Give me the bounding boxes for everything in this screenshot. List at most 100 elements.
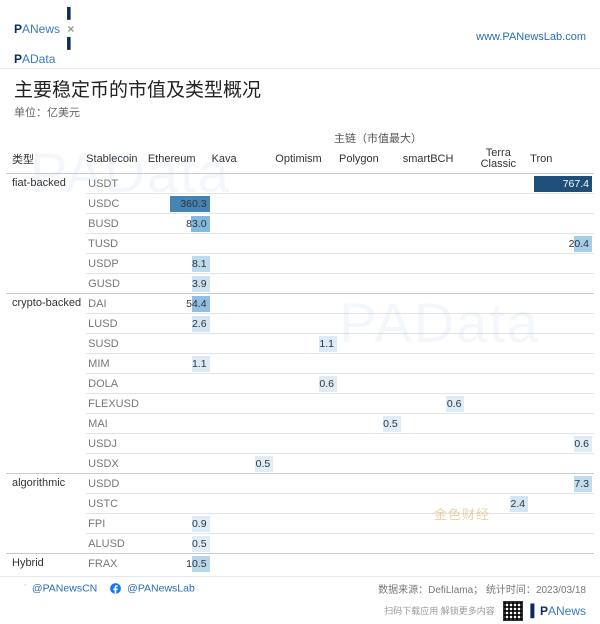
value-cell: [275, 514, 339, 534]
value-cell: [148, 334, 212, 354]
qr-code-icon: [503, 601, 523, 621]
table-row: crypto-backedDAI54.4: [6, 294, 594, 314]
value-cell: [530, 214, 594, 234]
value-cell: [275, 254, 339, 274]
value-cell: [275, 214, 339, 234]
value-cell: [275, 274, 339, 294]
value-cell: [339, 214, 403, 234]
value-cell: [466, 314, 530, 334]
col-header-chain: Polygon: [339, 148, 403, 174]
value-cell: [212, 174, 276, 194]
value-cell: [148, 454, 212, 474]
value-cell: [530, 534, 594, 554]
value-cell: [275, 414, 339, 434]
value-cell: [148, 414, 212, 434]
value-cell: [275, 474, 339, 494]
coin-cell: LUSD: [86, 314, 148, 334]
value-cell: [466, 194, 530, 214]
coin-cell: GUSD: [86, 274, 148, 294]
value-cell: [212, 234, 276, 254]
col-header-chain: Tron: [530, 148, 594, 174]
value-cell: [466, 414, 530, 434]
page-header: ▍PANews × ▍PAData www.PANewsLab.com: [0, 0, 600, 69]
value-bar: 20.4: [574, 236, 592, 252]
value-cell: [148, 174, 212, 194]
fb-link[interactable]: @PANewsLab: [109, 582, 195, 595]
value-cell: [148, 474, 212, 494]
value-cell: [212, 514, 276, 534]
table-row: USTC2.4: [6, 494, 594, 514]
value-cell: 2.6: [148, 314, 212, 334]
value-cell: 83.0: [148, 214, 212, 234]
value-cell: [212, 294, 276, 314]
footer-brand: ▍PANews: [531, 604, 586, 618]
value-cell: [148, 394, 212, 414]
col-header-stablecoin: Stablecoin: [86, 148, 148, 174]
value-bar: 0.5: [255, 456, 273, 472]
brand-block: ▍PANews × ▍PAData: [14, 6, 78, 66]
value-bar: 360.3: [170, 196, 210, 212]
value-cell: 3.9: [148, 274, 212, 294]
value-cell: 2.4: [466, 494, 530, 514]
value-cell: [530, 274, 594, 294]
value-cell: [530, 194, 594, 214]
value-cell: [466, 354, 530, 374]
value-cell: [530, 314, 594, 334]
header-url[interactable]: www.PANewsLab.com: [476, 29, 586, 43]
value-bar: 2.4: [510, 496, 528, 512]
type-cell: crypto-backed: [6, 294, 86, 474]
value-cell: [403, 214, 467, 234]
value-cell: [466, 254, 530, 274]
value-cell: [275, 314, 339, 334]
value-cell: [339, 334, 403, 354]
value-cell: [339, 394, 403, 414]
page-footer-2: 扫码下载应用 解锁更多内容 ▍PANews: [0, 598, 600, 624]
twitter-icon: [14, 582, 27, 595]
value-cell: 360.3: [148, 194, 212, 214]
value-cell: [403, 454, 467, 474]
value-bar: 1.1: [192, 356, 210, 372]
value-cell: 0.6: [275, 374, 339, 394]
value-cell: [339, 274, 403, 294]
value-cell: [339, 434, 403, 454]
value-cell: [275, 454, 339, 474]
coin-cell: MIM: [86, 354, 148, 374]
value-cell: [339, 254, 403, 274]
value-cell: [403, 234, 467, 254]
value-cell: [339, 454, 403, 474]
coin-cell: USDT: [86, 174, 148, 194]
coin-cell: TUSD: [86, 234, 148, 254]
value-cell: [403, 274, 467, 294]
value-cell: [275, 394, 339, 414]
value-cell: 1.1: [275, 334, 339, 354]
type-cell: fiat-backed: [6, 174, 86, 294]
table-row: ALUSD0.5: [6, 534, 594, 554]
value-cell: [530, 394, 594, 414]
value-cell: [275, 434, 339, 454]
value-cell: 0.6: [403, 394, 467, 414]
value-bar: 2.6: [192, 316, 210, 332]
value-cell: [530, 414, 594, 434]
value-cell: [212, 214, 276, 234]
value-bar: 83.0: [191, 216, 210, 232]
value-cell: [339, 314, 403, 334]
value-cell: [339, 374, 403, 394]
value-bar: 8.1: [192, 256, 210, 272]
type-cell: algorithmic: [6, 474, 86, 554]
table-row: MIM 1.1: [6, 354, 594, 374]
value-cell: 0.5: [212, 454, 276, 474]
twitter-link[interactable]: @PANewsCN: [14, 582, 97, 595]
col-header-chain: Kava: [212, 148, 276, 174]
table-row: fiat-backedUSDT767.4: [6, 174, 594, 194]
value-cell: 7.3: [530, 474, 594, 494]
table-row: USDX0.5: [6, 454, 594, 474]
value-cell: [212, 494, 276, 514]
value-cell: [466, 214, 530, 234]
value-cell: [339, 174, 403, 194]
value-cell: [212, 374, 276, 394]
value-cell: [466, 234, 530, 254]
value-cell: [275, 534, 339, 554]
value-cell: [466, 514, 530, 534]
coin-cell: ALUSD: [86, 534, 148, 554]
value-cell: [339, 514, 403, 534]
